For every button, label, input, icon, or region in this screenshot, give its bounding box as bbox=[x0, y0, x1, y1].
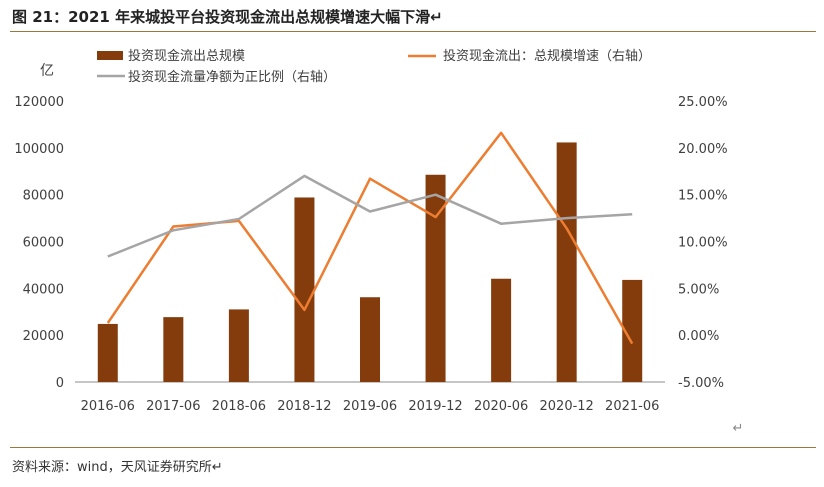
bar bbox=[622, 279, 643, 382]
bar bbox=[163, 317, 184, 382]
x-tick-label: 2018-12 bbox=[277, 399, 331, 414]
y-left-tick-label: 80000 bbox=[23, 189, 64, 204]
bar bbox=[360, 297, 380, 382]
x-tick-label: 2020-06 bbox=[474, 399, 528, 414]
y-left-tick-label: 120000 bbox=[14, 95, 64, 110]
legend: 投资现金流出总规模 投资现金流出：总规模增速（右轴） 投资现金流量净额为正比例（… bbox=[97, 48, 651, 85]
positive-ratio-line bbox=[107, 174, 633, 258]
y-right-tick-label: 5.00% bbox=[678, 282, 719, 297]
bar bbox=[556, 142, 577, 382]
bar bbox=[228, 309, 249, 382]
source-divider bbox=[10, 447, 816, 448]
y-left-tick-label: 100000 bbox=[14, 142, 64, 157]
y-right-tick-label: 10.00% bbox=[678, 236, 728, 251]
bar bbox=[491, 278, 512, 382]
bar bbox=[294, 197, 315, 382]
y-right-tick-label: 20.00% bbox=[678, 142, 728, 157]
x-tick-label: 2016-06 bbox=[81, 399, 135, 414]
y-right-tick-label: -5.00% bbox=[678, 376, 724, 391]
line-series bbox=[106, 131, 634, 345]
x-tick-label: 2018-06 bbox=[212, 399, 266, 414]
y-left-tick-label: 40000 bbox=[23, 282, 64, 297]
x-tick-label: 2021-06 bbox=[605, 399, 659, 414]
return-mark: ↵ bbox=[733, 421, 744, 436]
x-tick-label: 2019-06 bbox=[343, 399, 397, 414]
x-tick-label: 2020-12 bbox=[540, 399, 594, 414]
y-right-tick-label: 25.00% bbox=[678, 95, 728, 110]
y-left-unit-label: 亿 bbox=[40, 63, 54, 79]
chart: 亿 投资现金流出总规模 投资现金流出：总规模增速（右轴） 投资现金流量净额为正比… bbox=[14, 48, 744, 436]
title-divider bbox=[10, 31, 816, 32]
x-tick-label: 2019-12 bbox=[408, 399, 462, 414]
y-left-tick-label: 20000 bbox=[23, 329, 64, 344]
chart-title: 图 21：2021 年来城投平台投资现金流出总规模增速大幅下滑↵ bbox=[12, 8, 443, 26]
legend-swatch-bars bbox=[97, 51, 123, 60]
bar-series bbox=[97, 142, 643, 382]
axes: 0 20000 40000 60000 80000 100000 120000 -5.00% 0… bbox=[14, 95, 727, 414]
bar bbox=[97, 323, 118, 382]
x-tick-label: 2017-06 bbox=[146, 399, 200, 414]
legend-label-bars: 投资现金流出总规模 bbox=[128, 48, 245, 64]
source-note: 资料来源：wind，天风证券研究所↵ bbox=[12, 460, 223, 475]
y-right-tick-label: 0.00% bbox=[678, 329, 719, 344]
y-right-tick-label: 15.00% bbox=[678, 189, 728, 204]
growth-rate-line bbox=[106, 131, 634, 345]
legend-label-growth: 投资现金流出：总规模增速（右轴） bbox=[443, 48, 651, 64]
y-left-tick-label: 0 bbox=[56, 376, 64, 391]
bar bbox=[425, 174, 446, 382]
y-left-tick-label: 60000 bbox=[23, 236, 64, 251]
legend-label-ratio: 投资现金流量净额为正比例（右轴） bbox=[128, 69, 336, 85]
